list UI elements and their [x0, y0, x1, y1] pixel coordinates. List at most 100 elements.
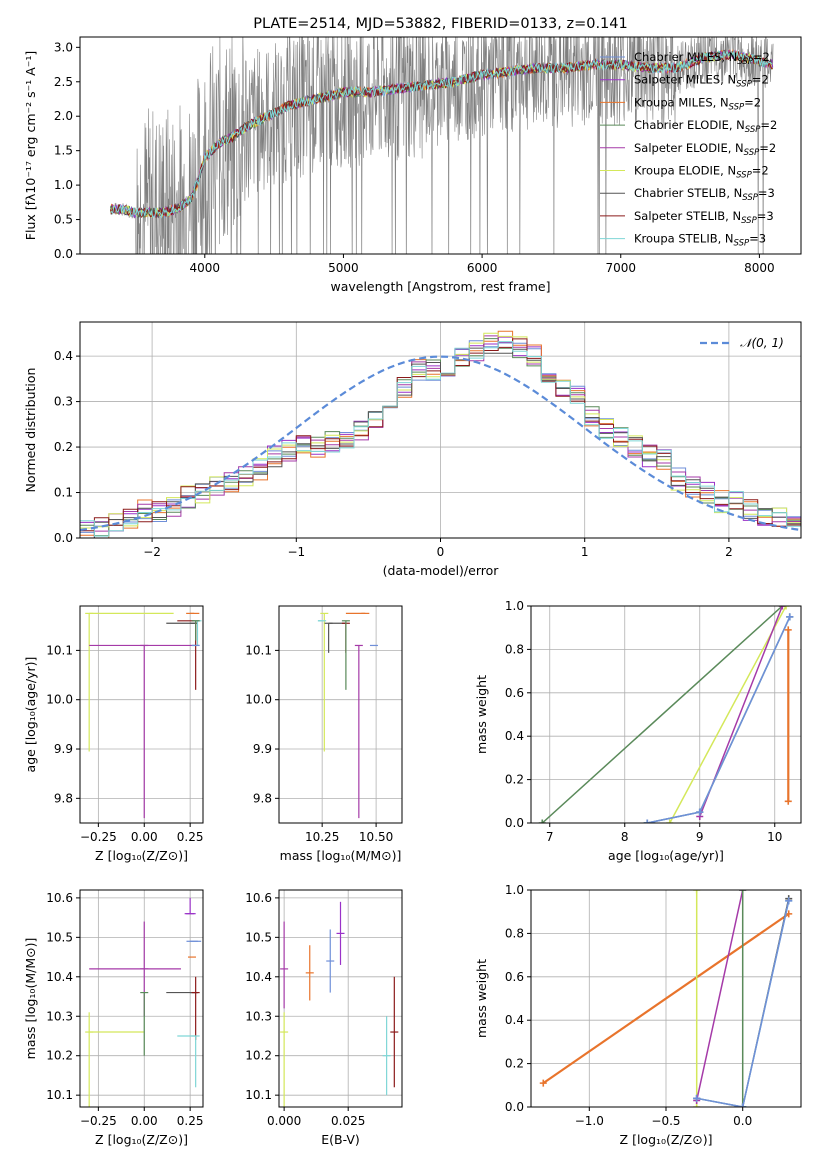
x-tick-label: 0.000	[267, 1114, 301, 1128]
model-spectrum-kroupa_stelib	[110, 50, 773, 219]
x-tick-label: 2	[725, 545, 733, 559]
y-tick-label: 10.0	[245, 693, 272, 707]
legend-subscript: SSP	[734, 239, 750, 249]
y-tick-label: 10.2	[245, 1049, 272, 1063]
y-tick-label: 2.0	[54, 109, 73, 123]
weight-line-chabrier_miles	[647, 616, 791, 823]
legend-suffix: =2	[759, 141, 776, 155]
x-axis-label: wavelength [Angstrom, rest frame]	[330, 279, 550, 294]
y-tick-label: 0.3	[54, 395, 73, 409]
x-tick-label: 0.25	[177, 1114, 204, 1128]
weight-line-salpeter_elodie	[695, 890, 744, 1101]
axes-frame	[530, 605, 802, 824]
legend-subscript: SSP	[745, 125, 761, 135]
chart-residuals: 𝒩(0, 1) −2 −1 0 1 2 0.0 0.1 0.2 0.3 0.4 (data-model…	[23, 321, 802, 578]
y-tick-label: 0.4	[54, 349, 73, 363]
y-tick-label: 0.0	[54, 531, 73, 545]
y-axis-label: mass weight	[474, 675, 489, 754]
y-tick-label: 10.5	[245, 930, 272, 944]
x-tick-label: 8	[621, 830, 629, 844]
legend-subscript: SSP	[729, 102, 745, 112]
x-tick-label: 8000	[744, 261, 775, 275]
histogram-kroupa_stelib	[80, 341, 801, 538]
weight-marker-chabrier_elodie	[739, 890, 747, 894]
legend-suffix: =3	[757, 209, 774, 223]
y-tick-label: 0.6	[505, 970, 524, 984]
y-tick-label: 10.4	[46, 970, 73, 984]
x-tick-label: 10	[767, 830, 782, 844]
legend-suffix: =2	[744, 95, 761, 109]
weight-marker-kroupa_elodie	[666, 819, 674, 823]
y-tick-label: 9.9	[54, 742, 73, 756]
x-tick-label: 0.025	[331, 1114, 365, 1128]
y-axis-label: Normed distribution	[23, 368, 38, 493]
histogram-salpeter_stelib	[80, 338, 801, 538]
y-tick-label: 1.0	[505, 599, 524, 613]
x-axis-label: Z [log₁₀(Z/Z⊙)]	[620, 1132, 713, 1147]
legend-label: Chabrier ELODIE, NSSP=2	[634, 118, 777, 135]
weight-marker-chabrier_miles	[785, 897, 793, 905]
y-tick-label: 9.8	[253, 791, 272, 805]
x-tick-label: −2	[143, 545, 161, 559]
axes-frame	[79, 36, 802, 255]
y-tick-label: 0.2	[54, 440, 73, 454]
y-tick-label: 10.1	[46, 643, 73, 657]
x-tick-label: −0.25	[80, 1114, 117, 1128]
x-axis-label: Z [log₁₀(Z/Z⊙)]	[95, 848, 188, 863]
weight-marker-kroupa_miles	[784, 626, 792, 634]
y-tick-label: 0.1	[54, 486, 73, 500]
x-tick-label: 6000	[467, 261, 498, 275]
x-axis-label: Z [log₁₀(Z/Z⊙)]	[95, 1132, 188, 1147]
x-tick-label: 9	[696, 830, 704, 844]
y-tick-label: 10.6	[46, 891, 73, 905]
y-tick-label: 0.2	[505, 773, 524, 787]
weight-marker-chabrier_miles	[693, 1094, 701, 1102]
y-axis-label: mass [log₁₀(M/M⊙)]	[23, 938, 38, 1060]
weight-line-chabrier_elodie	[541, 606, 783, 823]
weight-marker-kroupa_elodie	[693, 890, 701, 894]
y-axis-label: mass weight	[474, 959, 489, 1038]
plot-area	[279, 890, 402, 1107]
y-tick-label: 9.9	[253, 742, 272, 756]
y-tick-label: 10.5	[46, 930, 73, 944]
x-axis-label: (data-model)/error	[383, 563, 500, 578]
x-tick-label: 10.50	[359, 830, 393, 844]
chart-mass_weight_vs_Z: −1.0 −0.5 0.0 0.0 0.2 0.4 0.6 0.8 1.0 Z [log₁₀(Z/…	[474, 883, 802, 1147]
weight-marker-chabrier_miles	[643, 819, 651, 823]
axes-frame	[278, 605, 403, 824]
x-tick-label: −0.25	[80, 830, 117, 844]
y-tick-label: 0.8	[505, 926, 524, 940]
y-tick-label: 10.1	[245, 1088, 272, 1102]
legend-label: Chabrier MILES, NSSP=2	[634, 50, 770, 67]
x-tick-label: 0.0	[733, 1114, 752, 1128]
x-axis-label: age [log₁₀(age/yr)]	[608, 848, 724, 863]
legend-subscript: SSP	[742, 193, 758, 203]
weight-marker-chabrier_elodie	[538, 819, 546, 823]
weight-marker-kroupa_miles	[539, 1079, 547, 1087]
x-tick-label: −1.0	[575, 1114, 604, 1128]
x-tick-label: 0.00	[131, 830, 158, 844]
legend-suffix: =2	[753, 50, 770, 64]
histogram-chabrier_stelib	[80, 347, 801, 538]
y-tick-label: 0.4	[505, 729, 524, 743]
chart-age_vs_Z: −0.25 0.00 0.25 9.8 9.9 10.0 10.1 Z [log₁₀(Z/Z⊙…	[23, 605, 204, 863]
x-axis-label: mass [log₁₀(M/M⊙)]	[280, 848, 402, 863]
plot-area	[80, 606, 203, 823]
weight-marker-kroupa_miles	[784, 797, 792, 805]
legend-suffix: =2	[752, 164, 769, 178]
weight-marker-salpeter_elodie	[778, 606, 786, 610]
plot-area	[279, 606, 402, 823]
plot-area	[80, 890, 203, 1107]
y-tick-label: 1.0	[54, 178, 73, 192]
chart-mass_weight_vs_age: 7 8 9 10 0.0 0.2 0.4 0.6 0.8 1.0 age [log₁₀(age/yr…	[474, 599, 802, 863]
legend: 𝒩(0, 1)	[700, 336, 784, 350]
weight-marker-kroupa_elodie	[693, 1103, 701, 1107]
y-tick-label: 10.1	[46, 1088, 73, 1102]
weight-line-kroupa_elodie	[669, 606, 787, 823]
y-tick-label: 9.8	[54, 791, 73, 805]
legend-label: Kroupa ELODIE, NSSP=2	[634, 164, 769, 181]
y-tick-label: 10.2	[46, 1049, 73, 1063]
y-tick-label: 0.8	[505, 642, 524, 656]
weight-line-kroupa_stelib	[647, 616, 791, 823]
